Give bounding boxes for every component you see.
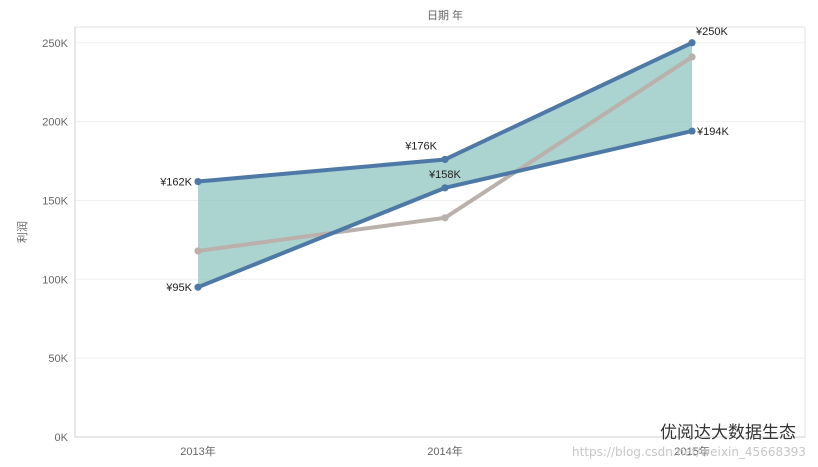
data-label-1-1: ¥158K — [428, 169, 461, 181]
series-0-point-1 — [441, 155, 449, 164]
y-tick-label-4: 200K — [42, 117, 68, 129]
series-1-point-1 — [441, 184, 449, 192]
y-axis-title: 利润 — [15, 221, 29, 243]
x-tick-label-0: 2013年 — [180, 444, 215, 458]
data-label-1-2: ¥194K — [696, 126, 729, 138]
x-tick-label-1: 2014年 — [427, 444, 462, 458]
watermark-text: 优阅达大数据生态 — [660, 423, 796, 443]
data-label-0-2: ¥250K — [695, 26, 728, 38]
series-2-point-1 — [441, 214, 449, 222]
range-band — [198, 42, 692, 288]
plot-area — [74, 26, 806, 438]
series-1-point-2 — [688, 127, 696, 135]
y-tick-label-2: 100K — [42, 274, 68, 286]
watermark-url: https://blog.csdn.net/weixin_45668393 — [571, 445, 806, 459]
series-0-point-2 — [688, 39, 696, 47]
data-label-0-0: ¥162K — [159, 177, 192, 189]
series-2-point-0 — [194, 247, 202, 255]
y-tick-label-5: 250K — [42, 38, 68, 50]
y-tick-label-0: 0K — [55, 432, 69, 444]
y-tick-label-3: 150K — [42, 195, 68, 207]
data-label-1-0: ¥95K — [165, 282, 192, 294]
x-tick-label-2: 2015年 — [674, 444, 709, 458]
series-0-point-0 — [194, 177, 202, 186]
series-1-point-0 — [194, 283, 202, 291]
x-axis-title: 日期 年 — [427, 8, 463, 22]
y-tick-label-1: 50K — [48, 353, 68, 365]
series-2-point-2 — [688, 53, 696, 61]
data-label-0-1: ¥176K — [404, 140, 437, 152]
